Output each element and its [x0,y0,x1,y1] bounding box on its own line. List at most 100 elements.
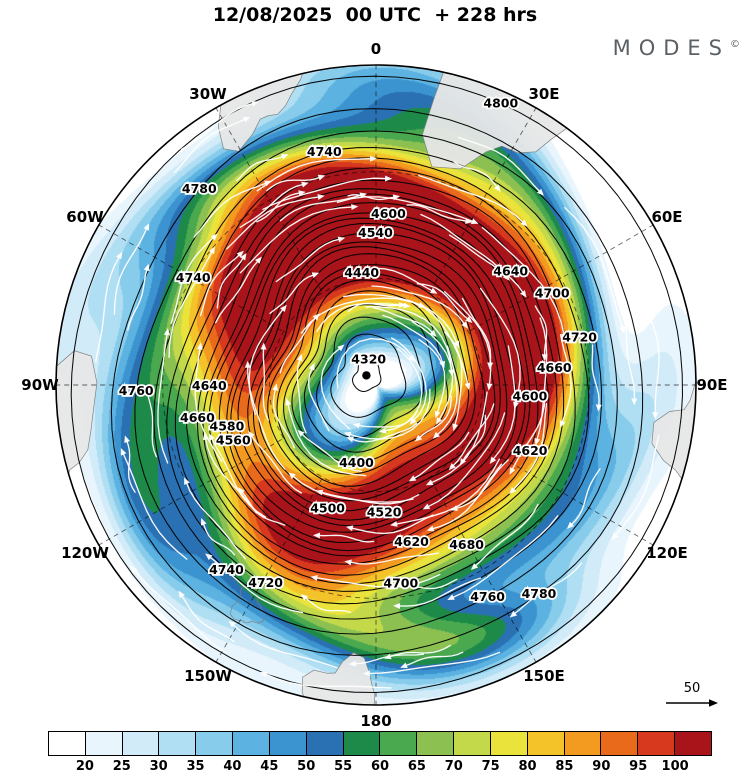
contour-line [291,290,449,464]
streamline [146,390,158,458]
streamline-arrowhead [418,302,426,308]
streamline-arrowhead [652,412,659,420]
streamline [453,161,499,189]
colorbar-cell [379,732,417,755]
contour-line [153,146,603,620]
colorbar-cell [453,732,490,755]
contour-line [351,358,382,393]
longitude-label: 180 [360,712,391,730]
colorbar-tick-label: 35 [186,759,205,774]
streamline-arrowhead [422,503,431,510]
colorbar-tick-label: 30 [149,759,168,774]
streamline-arrowhead [509,487,517,495]
streamline-arrowhead [202,432,209,441]
streamline [391,337,428,422]
streamline-arrowhead [300,594,308,601]
colorbar-cell [416,732,454,755]
streamline-arrowhead [393,603,401,609]
contour-label: 4740 [176,270,211,285]
streamline [236,155,285,182]
streamline-arrowhead [426,525,435,532]
streamline-arrowhead [487,362,494,370]
longitude-label: 30W [189,85,227,103]
colorbar-tick-label: 50 [297,759,316,774]
streamline-arrowhead [281,153,289,160]
longitude-label: 120W [61,544,109,562]
streamline-arrowhead [184,477,190,485]
streamline [240,490,286,526]
streamline [319,491,420,505]
streamline [647,312,660,415]
streamline [157,332,169,464]
contour-label: 4640 [493,264,528,279]
streamline-arrowhead [509,467,516,475]
reference-arrow-label: 50 [684,681,701,696]
streamline-arrowhead [205,553,213,561]
streamline [429,391,488,484]
streamline [461,414,487,463]
geopotential-contours [70,75,684,694]
streamline-arrowhead [301,181,309,188]
contour-label: 4720 [562,330,597,345]
colorbar-tick-label: 75 [481,759,500,774]
contour-label: 4440 [344,265,379,280]
contour-line [252,246,496,512]
streamline [513,562,583,616]
colorbar-tick-label: 95 [629,759,648,774]
streamline [435,345,458,437]
streamline [400,578,458,590]
contour-line [276,272,470,487]
streamline-arrowhead [248,430,255,439]
streamline [350,514,434,535]
streamline [239,183,305,228]
streamline [426,412,506,508]
streamline [275,238,341,283]
streamline-arrowhead [236,250,244,258]
streamline [279,316,317,374]
streamline-arrowhead [400,662,408,669]
streamline-arrowhead [403,302,411,309]
streamline [248,307,285,416]
streamline-arrowhead [288,472,296,480]
colorbar-cell [268,732,306,755]
streamline-arrowhead [509,610,518,618]
contour-line [330,333,407,418]
streamline-arrowhead [452,423,459,432]
streamline [180,102,255,150]
colorbar-tick-label: 90 [592,759,611,774]
streamline-arrowhead [434,410,441,419]
contour-line [166,157,590,605]
streamline [204,437,258,514]
streamline-arrowhead [560,333,567,341]
streamline [199,253,241,317]
streamline [262,346,269,421]
streamline [336,337,413,389]
streamline [296,357,307,434]
streamline-arrowhead [178,590,185,599]
streamline [279,194,363,222]
streamline [444,331,463,427]
streamline-arrowhead [251,100,259,107]
streamline [226,196,321,250]
streamline [457,136,542,193]
streamline [416,283,470,321]
streamline-arrowhead [464,382,471,391]
streamline [348,267,434,292]
streamline-arrowhead [611,532,619,540]
streamline [250,434,302,494]
streamline-arrowhead [369,155,377,162]
streamline [113,227,148,315]
streamline-arrowhead [260,671,268,678]
streamline-arrowhead [120,448,127,456]
streamline-arrowhead [244,360,251,368]
streamline [122,451,188,560]
streamline [371,285,466,326]
streamline [239,206,355,274]
colorbar-tick-label: 55 [334,759,353,774]
streamline-arrowhead [407,354,415,362]
colorbar-tick-label: 20 [75,759,94,774]
longitude-label: 0 [371,40,381,58]
contour-line [218,212,531,552]
streamline [347,302,402,312]
